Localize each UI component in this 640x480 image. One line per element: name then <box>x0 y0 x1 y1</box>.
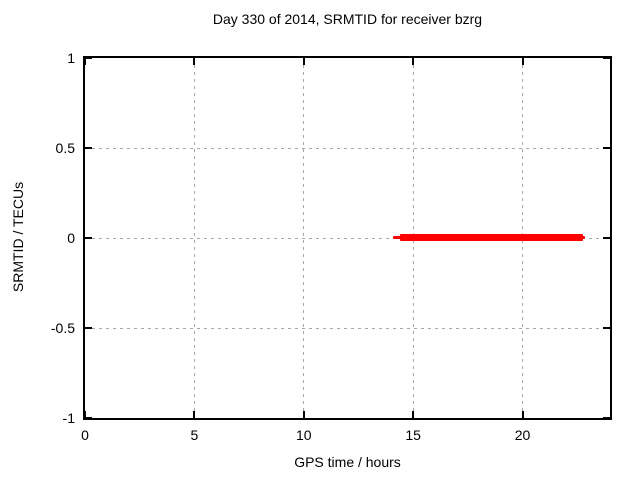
y-tick-label: 0 <box>67 230 75 246</box>
y-tick-mark <box>603 327 610 329</box>
h-gridline <box>85 147 610 149</box>
y-tick-mark <box>603 147 610 149</box>
x-tick-mark <box>521 58 524 65</box>
y-tick-mark <box>85 57 92 59</box>
x-tick-mark <box>412 411 415 418</box>
h-gridline <box>85 327 610 329</box>
y-tick-mark <box>603 417 610 419</box>
y-tick-mark <box>85 237 92 239</box>
y-axis-label: SRMTID / TECUs <box>10 181 26 293</box>
x-tick-mark <box>193 58 196 65</box>
y-tick-label: -0.5 <box>50 320 75 336</box>
x-tick-mark <box>302 58 305 65</box>
y-tick-label: 0.5 <box>55 140 75 156</box>
x-tick-label: 5 <box>190 427 199 443</box>
x-axis-label: GPS time / hours <box>294 454 401 470</box>
y-tick-mark <box>85 417 92 419</box>
h-gridline <box>85 237 610 239</box>
y-tick-mark <box>603 57 610 59</box>
x-tick-label: 20 <box>514 427 531 443</box>
chart-title: Day 330 of 2014, SRMTID for receiver bzr… <box>212 11 483 27</box>
x-tick-mark <box>84 411 86 418</box>
y-tick-mark <box>85 327 92 329</box>
y-tick-mark <box>603 237 610 239</box>
x-tick-mark <box>521 411 524 418</box>
x-tick-mark <box>412 58 415 65</box>
series-line <box>400 233 583 241</box>
y-tick-label: -1 <box>62 410 75 426</box>
x-tick-mark <box>302 411 305 418</box>
x-tick-mark <box>193 411 196 418</box>
x-tick-label: 15 <box>405 427 421 443</box>
x-tick-label: 0 <box>81 427 89 443</box>
y-tick-mark <box>85 147 92 149</box>
x-tick-label: 10 <box>295 427 312 443</box>
x-tick-mark <box>84 58 86 65</box>
y-tick-label: 1 <box>67 50 75 66</box>
